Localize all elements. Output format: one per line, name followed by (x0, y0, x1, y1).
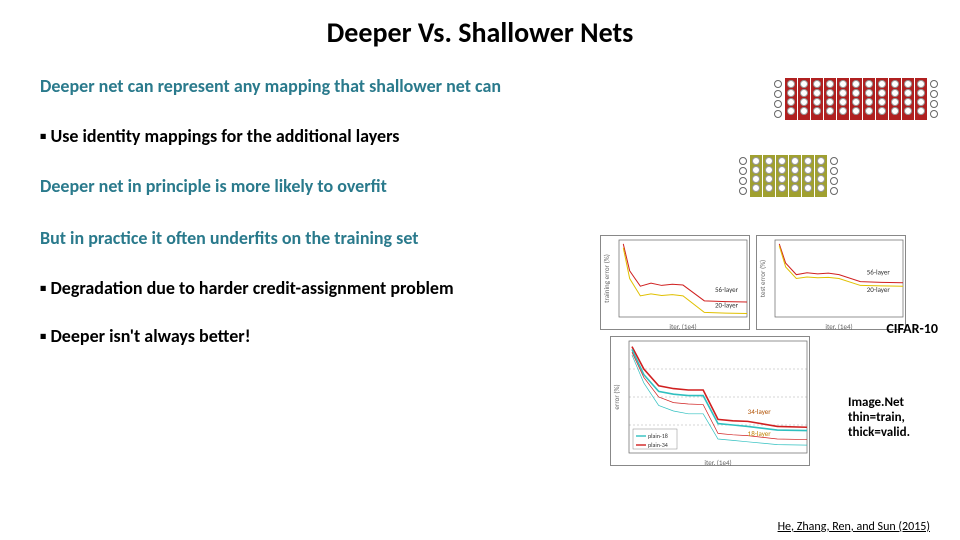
svg-text:error (%): error (%) (612, 384, 621, 409)
svg-text:20-layer: 20-layer (867, 285, 891, 294)
svg-text:34-layer: 34-layer (748, 407, 772, 416)
svg-text:18-layer: 18-layer (748, 429, 772, 438)
svg-text:plain-34: plain-34 (648, 441, 668, 449)
imagenet-label: Image.Net thin=train, thick=valid. (848, 395, 938, 440)
svg-text:iter. (1e4): iter. (1e4) (669, 322, 696, 331)
slide-title: Deeper Vs. Shallower Nets (40, 15, 920, 50)
svg-text:iter. (1e4): iter. (1e4) (825, 322, 852, 331)
svg-text:plain-18: plain-18 (648, 432, 668, 440)
svg-text:56-layer: 56-layer (715, 285, 739, 294)
slide: Deeper Vs. Shallower Nets Deeper net can… (0, 0, 960, 540)
svg-text:20-layer: 20-layer (715, 300, 739, 309)
citation: He, Zhang, Ren, and Sun (2015) (778, 520, 930, 534)
cifar-test-chart: 56-layer 20-layer iter. (1e4) test error (%… (756, 235, 906, 330)
svg-text:test error (%): test error (%) (758, 260, 767, 298)
shallow-net-diagram (737, 155, 840, 197)
cifar-row: 56-layer 20-layer iter. (1e4) training erro… (600, 235, 940, 330)
bullet-1: Use identity mappings for the additional… (40, 125, 920, 147)
deep-net-diagram (772, 78, 940, 120)
cifar-train-chart: 56-layer 20-layer iter. (1e4) training erro… (600, 235, 750, 330)
line-3b: on the training set (282, 227, 419, 249)
svg-text:iter. (1e4): iter. (1e4) (704, 458, 731, 467)
line-3a: But in practice it often underfits (40, 227, 282, 249)
svg-text:training error (%): training error (%) (602, 254, 611, 303)
cifar-label: CIFAR-10 (886, 320, 938, 337)
svg-text:56-layer: 56-layer (867, 268, 891, 277)
imagenet-chart: 34-layer 18-layer plain-18plain-34 iter. (1… (610, 336, 810, 466)
